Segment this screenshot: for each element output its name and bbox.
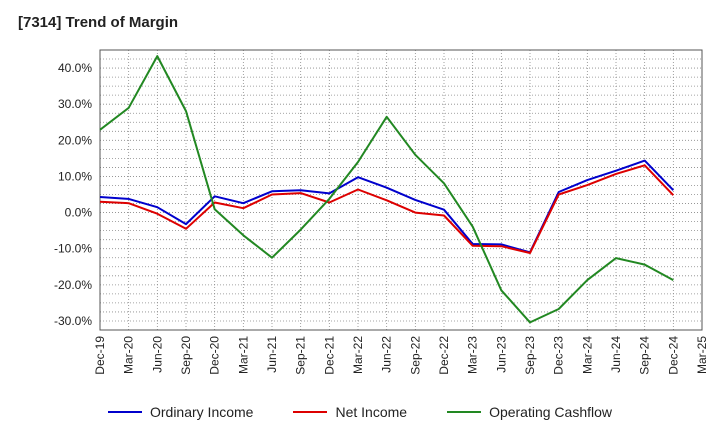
legend-item-ordinary-income: Ordinary Income — [107, 404, 254, 420]
legend-swatch-net-income — [293, 411, 328, 413]
legend-item-operating-cashflow: Operating Cashflow — [447, 404, 612, 420]
series-line-operating-cashflow — [99, 55, 674, 324]
plot-frame — [99, 49, 703, 331]
x-tick-label: Jun-20 — [150, 336, 164, 373]
series-line-ordinary-income — [99, 159, 675, 254]
x-tick-label: Jun-23 — [494, 336, 508, 373]
x-tick-label: Jun-22 — [380, 336, 394, 373]
legend-swatch-operating-cashflow — [447, 411, 482, 413]
x-tick-label: Dec-19 — [93, 336, 107, 375]
x-tick-label: Sep-21 — [294, 336, 308, 375]
y-tick-label: 20.0% — [58, 133, 92, 147]
y-tick-label: 40.0% — [58, 61, 92, 75]
x-tick-label: Sep-24 — [638, 336, 652, 375]
x-tick-label: Mar-21 — [236, 336, 250, 374]
x-tick-label: Mar-22 — [351, 336, 365, 374]
legend-swatch-ordinary-income — [107, 411, 142, 413]
legend-label-operating-cashflow: Operating Cashflow — [489, 404, 613, 420]
y-tick-label: 30.0% — [58, 97, 92, 111]
chart-title: [7314] Trend of Margin — [18, 14, 179, 31]
x-tick-label: Sep-20 — [179, 336, 193, 375]
y-tick-label: -20.0% — [54, 278, 92, 292]
x-tick-label: Dec-23 — [552, 336, 566, 375]
y-tick-label: -30.0% — [54, 314, 92, 328]
legend-label-ordinary-income: Ordinary Income — [149, 404, 254, 420]
x-tick-label: Sep-22 — [408, 336, 422, 375]
x-tick-label: Mar-25 — [695, 336, 709, 374]
y-tick-label: -10.0% — [54, 242, 92, 256]
x-tick-label: Dec-21 — [322, 336, 336, 375]
y-tick-label: 10.0% — [58, 169, 92, 183]
x-tick-label: Dec-24 — [666, 336, 680, 375]
x-tick-label: Mar-20 — [122, 336, 136, 374]
x-tick-label: Mar-23 — [466, 336, 480, 374]
x-tick-label: Jun-21 — [265, 336, 279, 373]
series-line-net-income — [99, 164, 675, 254]
x-tick-label: Dec-20 — [208, 336, 222, 375]
chart-legend: Ordinary Income Net Income Operating Cas… — [0, 404, 720, 420]
legend-item-net-income: Net Income — [293, 404, 407, 420]
x-tick-label: Jun-24 — [609, 336, 623, 373]
x-tick-label: Dec-22 — [437, 336, 451, 375]
x-tick-label: Sep-23 — [523, 336, 537, 375]
legend-label-net-income: Net Income — [335, 404, 408, 420]
x-tick-label: Mar-24 — [580, 336, 594, 374]
y-tick-label: 0.0% — [65, 206, 93, 220]
